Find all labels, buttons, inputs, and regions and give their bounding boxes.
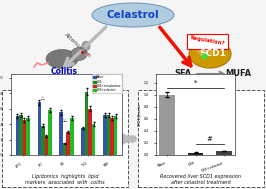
Ellipse shape [196,45,214,55]
Bar [48,110,52,155]
Bar [103,115,107,155]
Ellipse shape [92,3,174,27]
Text: Lipidomics  highlights  lipid
markers  associated  with  colitis: Lipidomics highlights lipid markers asso… [25,174,105,185]
Text: Recovered liver SCD1 expression
after celastrol treatment: Recovered liver SCD1 expression after ce… [160,174,242,185]
Text: #: # [207,136,213,142]
Bar [38,102,41,155]
Text: Celastrol: Celastrol [107,10,159,20]
FancyBboxPatch shape [186,33,227,49]
Text: △: △ [41,95,45,100]
Bar [19,115,23,155]
Legend: Water, DSS, DSS+mesalamine, DSS+celastrol: Water, DSS, DSS+mesalamine, DSS+celastro… [93,74,122,93]
Bar [70,118,73,155]
Bar [16,116,19,155]
Text: MUFA: MUFA [225,70,251,78]
Bar [45,136,48,155]
Bar [114,116,117,155]
Ellipse shape [46,50,78,68]
Ellipse shape [82,42,90,50]
Y-axis label: SCD1/β-actin: SCD1/β-actin [138,103,142,126]
Text: Regulation?: Regulation? [189,36,225,46]
Bar [63,143,66,155]
Ellipse shape [71,47,87,60]
FancyBboxPatch shape [138,90,264,187]
Text: Colitis: Colitis [51,67,77,77]
Bar [188,153,203,155]
Text: SCD1: SCD1 [200,50,226,59]
Bar [216,151,232,155]
Bar [60,112,63,155]
Bar [85,91,88,155]
Text: Attenuation: Attenuation [64,32,92,58]
Bar [66,132,70,155]
FancyBboxPatch shape [2,90,128,187]
Ellipse shape [189,40,231,68]
Bar [88,108,92,155]
Text: SFA: SFA [174,70,192,78]
Bar [159,95,175,155]
Bar [107,115,110,155]
Bar [81,128,85,155]
Text: *: * [194,80,197,86]
Bar [110,118,114,155]
Bar [23,120,26,155]
Text: △△: △△ [62,118,68,122]
Bar [92,124,95,155]
Bar [26,118,30,155]
Bar [41,125,45,155]
